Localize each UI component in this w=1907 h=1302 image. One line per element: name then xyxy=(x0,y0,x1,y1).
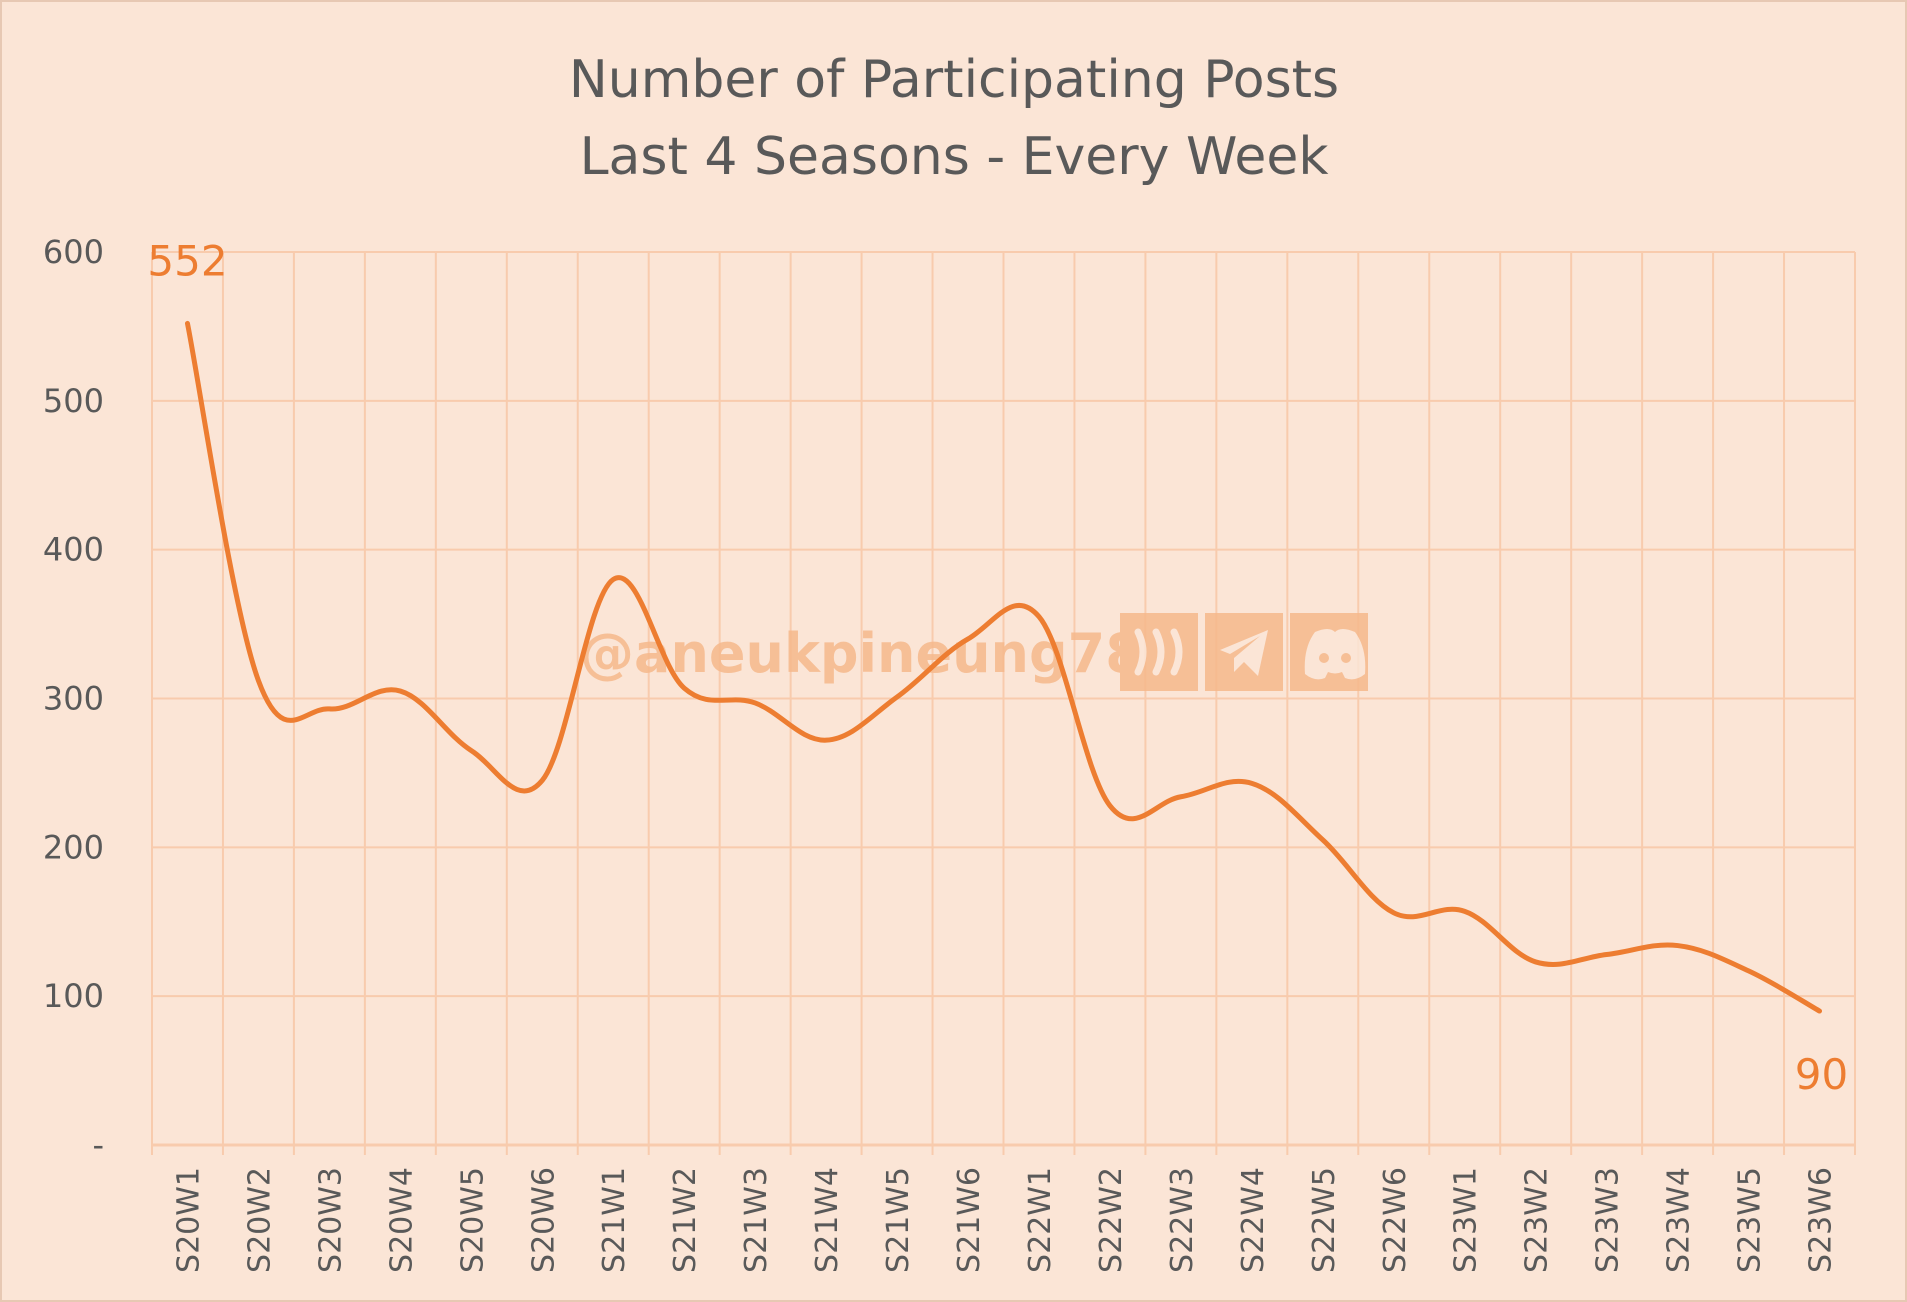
x-tick-label: S22W6 xyxy=(1378,1167,1413,1273)
x-tick-label: S23W4 xyxy=(1662,1167,1697,1273)
x-tick-label: S20W1 xyxy=(171,1167,206,1273)
data-point xyxy=(1745,967,1753,975)
data-point xyxy=(1532,958,1540,966)
data-point xyxy=(822,736,830,744)
x-tick-label: S21W2 xyxy=(668,1167,703,1273)
data-point xyxy=(183,319,191,327)
chart-title-line-1: Number of Participating Posts xyxy=(569,50,1339,110)
x-tick-label: S20W4 xyxy=(384,1167,419,1273)
data-point xyxy=(893,693,901,701)
x-tick-label: S21W4 xyxy=(810,1167,845,1273)
y-tick-label: 400 xyxy=(43,531,104,569)
watermark: @aneukpineung78 xyxy=(580,613,1368,691)
x-tick-label: S23W1 xyxy=(1449,1167,1484,1273)
telegram-icon xyxy=(1205,613,1283,691)
data-label: 90 xyxy=(1795,1050,1848,1099)
x-tick-label: S21W5 xyxy=(881,1167,916,1273)
y-tick-label: 200 xyxy=(43,828,104,866)
x-tick-label: S21W6 xyxy=(952,1167,987,1273)
data-point xyxy=(467,747,475,755)
data-point xyxy=(751,699,759,707)
chart-title-line-2: Last 4 Seasons - Every Week xyxy=(580,127,1329,187)
gridlines xyxy=(151,251,1856,1145)
data-point xyxy=(1319,836,1327,844)
axes: - 100 200 300 400 500 600 S20W1 S20W2 S20W3 S20W4 S… xyxy=(43,233,1856,1273)
x-tick-label: S22W4 xyxy=(1236,1167,1271,1273)
y-tick-label: - xyxy=(92,1126,104,1164)
data-point xyxy=(325,705,333,713)
x-tick-label: S23W3 xyxy=(1591,1167,1626,1273)
y-tick-label: 300 xyxy=(43,680,104,718)
series xyxy=(183,319,1824,1015)
data-point xyxy=(1674,942,1682,950)
data-point xyxy=(964,635,972,643)
x-tick-label: S23W6 xyxy=(1804,1167,1839,1273)
x-tick-label: S22W1 xyxy=(1023,1167,1058,1273)
x-tick-label: S23W2 xyxy=(1520,1167,1555,1273)
steem-icon xyxy=(1120,613,1198,691)
x-tick-label: S20W6 xyxy=(526,1167,561,1273)
data-point xyxy=(1035,613,1043,621)
discord-icon xyxy=(1290,613,1368,691)
data-point xyxy=(1106,802,1114,810)
data-point xyxy=(254,677,262,685)
x-tick-label: S21W3 xyxy=(739,1167,774,1273)
data-point xyxy=(1461,907,1469,915)
data-point xyxy=(1177,793,1185,801)
data-point xyxy=(1248,779,1256,787)
data-label: 552 xyxy=(147,236,227,285)
y-tick-label: 600 xyxy=(43,233,104,271)
x-tick-label: S21W1 xyxy=(597,1167,632,1273)
data-point xyxy=(680,684,688,692)
data-point xyxy=(1603,950,1611,958)
data-labels: 552 90 xyxy=(147,236,1848,1099)
series-line xyxy=(184,320,1823,1014)
x-tick-label: S20W3 xyxy=(313,1167,348,1273)
x-tick-label: S20W2 xyxy=(242,1167,277,1273)
x-tick-label: S22W2 xyxy=(1094,1167,1129,1273)
data-point xyxy=(396,687,404,695)
data-point xyxy=(1390,909,1398,917)
data-point xyxy=(538,776,546,784)
x-tick-label: S22W5 xyxy=(1307,1167,1342,1273)
y-tick-label: 500 xyxy=(43,382,104,420)
data-point xyxy=(1816,1007,1824,1015)
x-tick-label: S22W3 xyxy=(1165,1167,1200,1273)
x-tick-label: S23W5 xyxy=(1733,1167,1768,1273)
y-tick-label: 100 xyxy=(43,977,104,1015)
x-tick-label: S20W5 xyxy=(455,1167,490,1273)
data-point xyxy=(609,575,617,583)
